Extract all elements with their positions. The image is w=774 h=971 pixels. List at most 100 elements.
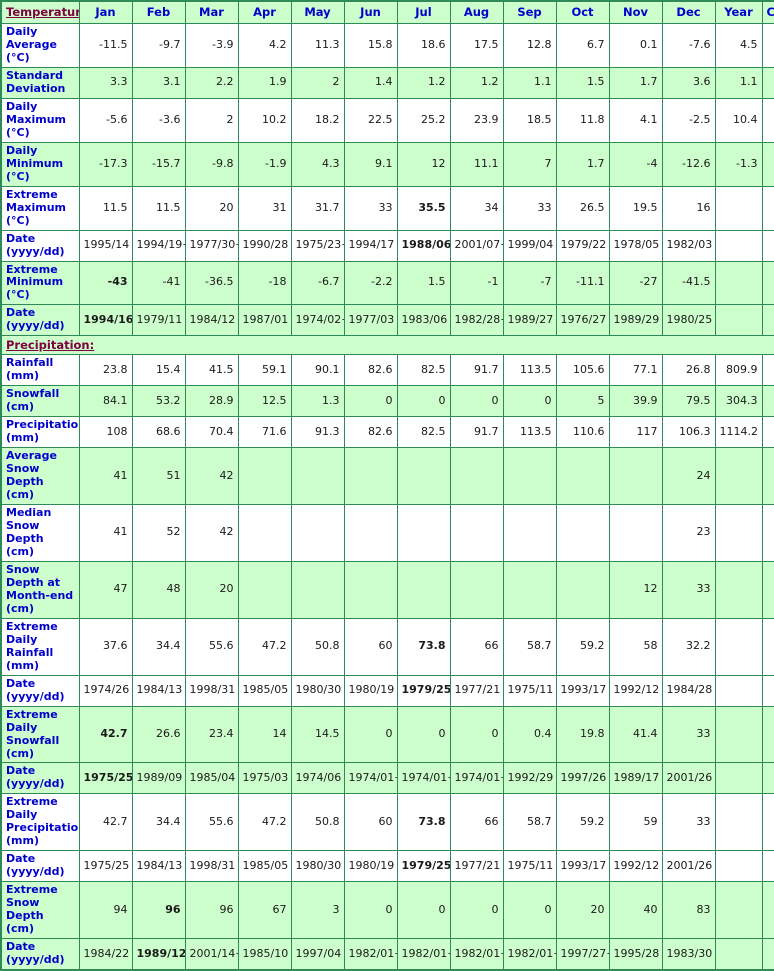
cell-month-value: 1980/30 [290, 674, 345, 707]
cell-month-value: 83 [661, 881, 716, 940]
cell-month-value: 23 [661, 504, 716, 562]
cell-code-value: A [761, 385, 774, 418]
column-header-month: Apr [237, 0, 292, 24]
cell-year-value [714, 229, 763, 262]
cell-month-value: 0 [396, 385, 451, 418]
cell-code-value: A [761, 354, 774, 387]
cell-code-value [761, 938, 774, 971]
cell-month-value: 35.5 [396, 185, 451, 231]
cell-month-value: 1994/16 [78, 304, 133, 337]
cell-month-value: 84.1 [78, 385, 133, 418]
cell-month-value: 18.6 [396, 23, 451, 68]
cell-month-value [290, 560, 345, 619]
cell-month-value: 1.7 [555, 141, 610, 187]
cell-month-value: 47.2 [237, 793, 292, 852]
cell-month-value: 42 [184, 447, 239, 506]
cell-month-value: 110.6 [555, 416, 610, 449]
cell-month-value [449, 560, 504, 619]
cell-year-value [714, 850, 763, 883]
cell-month-value: 1983/30 [661, 938, 716, 971]
cell-month-value: 1992/12 [608, 850, 663, 883]
cell-year-value [714, 617, 763, 676]
cell-month-value: 50.8 [290, 617, 345, 676]
cell-year-value: 10.4 [714, 97, 763, 143]
cell-month-value: 12 [396, 141, 451, 187]
cell-month-value: 11.5 [131, 185, 186, 231]
cell-code-value [761, 674, 774, 707]
cell-month-value: 10.2 [237, 97, 292, 143]
cell-month-value: 1985/05 [237, 850, 292, 883]
cell-month-value [449, 504, 504, 562]
cell-month-value: 1984/28 [661, 674, 716, 707]
column-header-month: Oct [555, 0, 610, 24]
cell-month-value: 12 [608, 560, 663, 619]
cell-year-value [714, 185, 763, 231]
row-label: Date (yyyy/dd) [0, 304, 80, 337]
cell-month-value: 94 [78, 881, 133, 940]
cell-month-value: 1988/06+ [396, 229, 451, 262]
cell-month-value: 0 [343, 705, 398, 764]
cell-month-value: 18.5 [502, 97, 557, 143]
cell-month-value: 77.1 [608, 354, 663, 387]
cell-month-value [555, 447, 610, 506]
cell-month-value: 6.7 [555, 23, 610, 68]
cell-month-value: 15.4 [131, 354, 186, 387]
cell-month-value: 1987/01 [237, 304, 292, 337]
table-row: Date (yyyy/dd) 1974/26 1984/13 1998/31 1985/… [0, 674, 774, 707]
cell-month-value: 26.5 [555, 185, 610, 231]
cell-month-value: 1979/22 [555, 229, 610, 262]
cell-month-value: 108 [78, 416, 133, 449]
cell-month-value: 1989/12 [131, 938, 186, 971]
cell-month-value: 1982/28+ [449, 304, 504, 337]
cell-month-value: 1.3 [290, 385, 345, 418]
cell-month-value: 1984/12 [184, 304, 239, 337]
table-row: Rainfall (mm) 23.8 15.4 41.5 59.1 90.1 82.6 82.… [0, 354, 774, 387]
row-label: Median Snow Depth (cm) [0, 504, 80, 562]
cell-month-value: 33 [661, 705, 716, 764]
cell-month-value: 1980/25 [661, 304, 716, 337]
column-header-month: Dec [661, 0, 716, 24]
cell-month-value: 1984/13 [131, 850, 186, 883]
table-row: Daily Minimum (°C) -17.3 -15.7 -9.8 -1.9 4.3 9… [0, 141, 774, 187]
cell-month-value [237, 560, 292, 619]
cell-month-value: -9.7 [131, 23, 186, 68]
cell-month-value: 91.3 [290, 416, 345, 449]
cell-month-value: 79.5 [661, 385, 716, 418]
cell-month-value: 55.6 [184, 793, 239, 852]
row-label: Daily Maximum (°C) [0, 97, 80, 143]
cell-month-value [555, 504, 610, 562]
cell-month-value: 50.8 [290, 793, 345, 852]
cell-code-value [761, 260, 774, 306]
cell-month-value: 1998/31 [184, 850, 239, 883]
table-row: Precipitation (mm) 108 68.6 70.4 71.6 91.3 82.… [0, 416, 774, 449]
cell-month-value: 37.6 [78, 617, 133, 676]
cell-month-value: -17.3 [78, 141, 133, 187]
row-label: Date (yyyy/dd) [0, 938, 80, 971]
cell-month-value: 58.7 [502, 617, 557, 676]
cell-month-value: 18.2 [290, 97, 345, 143]
cell-month-value: 3.6 [661, 66, 716, 99]
cell-month-value: 12.8 [502, 23, 557, 68]
cell-month-value: 0 [449, 385, 504, 418]
cell-month-value: -4 [608, 141, 663, 187]
cell-month-value: 0 [343, 881, 398, 940]
cell-month-value: 33 [661, 793, 716, 852]
cell-month-value: -15.7 [131, 141, 186, 187]
cell-month-value: 2001/07+ [449, 229, 504, 262]
cell-year-value [714, 705, 763, 764]
cell-code-value: C [761, 560, 774, 619]
cell-month-value: 91.7 [449, 416, 504, 449]
cell-month-value: 1977/21 [449, 674, 504, 707]
cell-month-value: -43 [78, 260, 133, 306]
cell-month-value: 41 [78, 447, 133, 506]
cell-code-value: A [761, 23, 774, 68]
cell-month-value: 34.4 [131, 793, 186, 852]
cell-month-value: 3.3 [78, 66, 133, 99]
cell-month-value: 82.6 [343, 354, 398, 387]
cell-month-value: 2 [184, 97, 239, 143]
cell-month-value [502, 560, 557, 619]
cell-month-value: -9.8 [184, 141, 239, 187]
cell-month-value: 73.8 [396, 793, 451, 852]
cell-month-value [396, 560, 451, 619]
